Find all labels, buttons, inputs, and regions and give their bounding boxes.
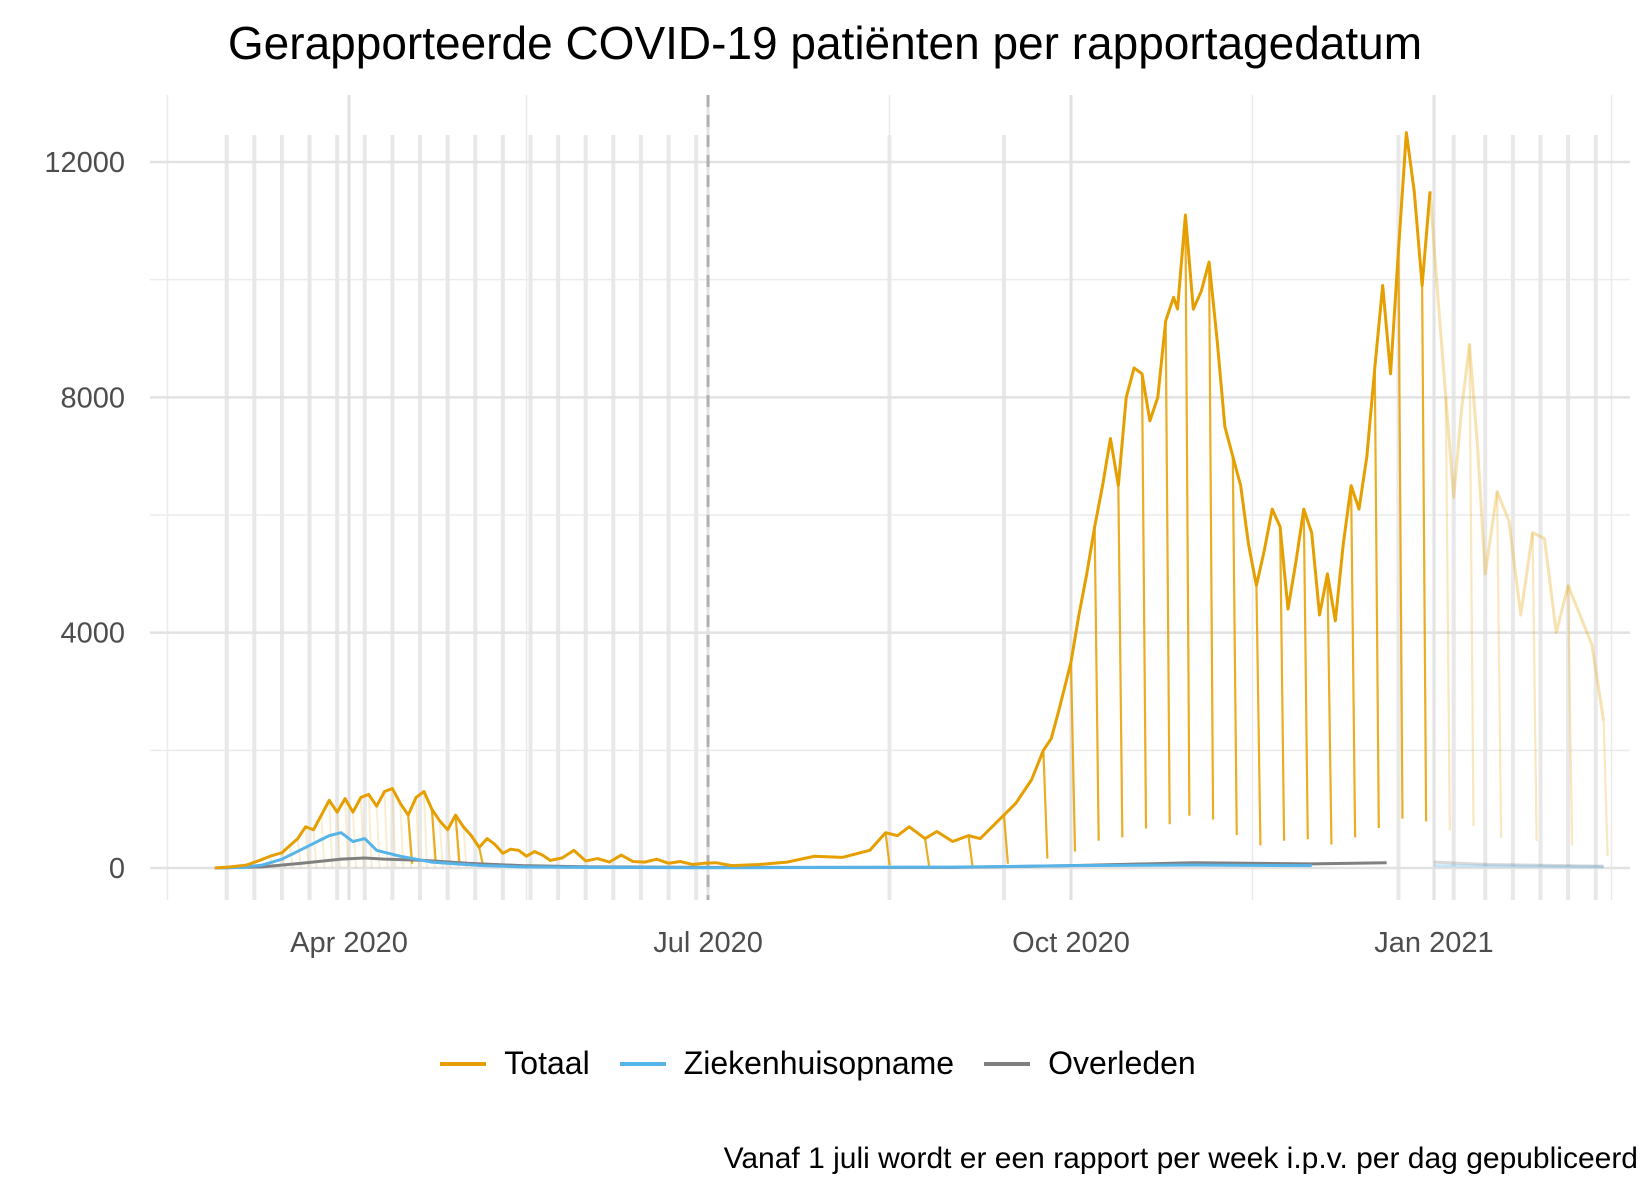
series-totaal-revision-drop xyxy=(1373,367,1380,829)
y-tick-label: 4000 xyxy=(60,618,125,650)
legend-item-ziekenhuisopname: Ziekenhuisopname xyxy=(619,1045,968,1082)
x-axis-ticks: Apr 2020 Jul 2020 Oct 2020 Jan 2021 xyxy=(290,927,1493,959)
series-totaal-revision-drop xyxy=(1350,485,1357,838)
series-totaal-revision-drop xyxy=(1207,262,1215,820)
y-tick-label: 0 xyxy=(109,853,125,885)
chart-title: Gerapporteerde COVID-19 patiënten per ra… xyxy=(227,17,1423,69)
series-totaal-revision-drop xyxy=(430,809,437,864)
series-totaal-revision-drop xyxy=(1002,814,1010,864)
series-totaal-revision-drop xyxy=(1468,344,1475,827)
series-totaal-revision-band xyxy=(344,798,350,869)
series-totaal-revision-band xyxy=(415,797,421,869)
grid-layer xyxy=(150,95,1630,900)
legend-key-totaal xyxy=(440,1061,487,1066)
legend-label-ziekenhuisopname: Ziekenhuisopname xyxy=(683,1045,955,1081)
y-tick-label: 12000 xyxy=(44,147,125,179)
y-axis-ticks: 0 4000 8000 12000 xyxy=(44,147,125,885)
legend-key-overleden xyxy=(984,1061,1031,1066)
series-totaal-revision-band xyxy=(454,814,460,869)
series-totaal-line xyxy=(214,131,1432,870)
series-totaal-revision-drop xyxy=(884,832,891,866)
series-totaal-revision-band xyxy=(422,791,428,869)
y-tick-label: 8000 xyxy=(60,382,125,414)
series-totaal-revision-drop xyxy=(1495,491,1503,838)
series-layer xyxy=(214,131,1606,870)
series-totaal-revision-drop xyxy=(1531,532,1538,842)
legend: Totaal Ziekenhuisopname Overleden xyxy=(0,1045,1650,1082)
series-totaal-revision-drop xyxy=(1164,320,1171,825)
legend-label-totaal: Totaal xyxy=(504,1045,590,1081)
series-totaal-revision-band xyxy=(320,814,326,869)
series-totaal-line-preliminary xyxy=(1428,191,1606,722)
series-totaal-revision-drop xyxy=(1444,397,1451,831)
series-totaal-revision-drop xyxy=(923,838,931,866)
series-totaal-revision-drop xyxy=(1069,662,1077,852)
series-ziekenhuisopname-line-preliminary xyxy=(1433,864,1604,869)
series-totaal-revision-band xyxy=(367,794,373,869)
series-totaal-revision-drop xyxy=(1042,750,1049,859)
series-totaal-revision-drop xyxy=(1602,720,1609,857)
series-overleden-line-preliminary xyxy=(1433,860,1604,868)
series-totaal-revision-drop xyxy=(1567,585,1574,846)
series-totaal-revision-drop xyxy=(1184,214,1191,816)
legend-key-ziekenhuisopname xyxy=(619,1061,666,1066)
revision-fan-layer xyxy=(269,214,1609,869)
legend-item-overleden: Overleden xyxy=(984,1045,1210,1082)
series-totaal-revision-drop xyxy=(1326,573,1333,845)
x-tick-label: Apr 2020 xyxy=(290,927,408,959)
series-totaal-revision-drop xyxy=(1255,585,1262,846)
series-totaal-revision-drop xyxy=(1397,250,1404,819)
x-tick-label: Oct 2020 xyxy=(1012,927,1130,959)
series-totaal-revision-drop xyxy=(1279,526,1286,841)
series-totaal-revision-drop xyxy=(1140,373,1148,829)
legend-item-totaal: Totaal xyxy=(440,1045,603,1082)
series-ziekenhuisopname-line xyxy=(214,831,1312,870)
series-totaal-revision-drop xyxy=(1231,456,1238,836)
x-tick-label: Jan 2021 xyxy=(1374,927,1493,959)
series-totaal-revision-band xyxy=(383,791,389,869)
series-totaal-revision-drop xyxy=(1117,485,1124,838)
series-totaal-revision-drop xyxy=(1093,526,1100,841)
series-totaal-revision-band xyxy=(462,826,468,869)
series-totaal-revision-drop xyxy=(1421,285,1428,822)
legend-label-overleden: Overleden xyxy=(1048,1045,1196,1081)
x-tick-label: Jul 2020 xyxy=(653,927,763,959)
series-totaal-revision-drop xyxy=(1302,509,1309,840)
series-totaal-revision-band xyxy=(430,809,436,869)
series-totaal-revision-drop xyxy=(454,814,461,864)
series-totaal-revision-band xyxy=(359,797,365,869)
series-totaal-revision-drop xyxy=(407,814,414,864)
series-totaal-revision-drop xyxy=(967,835,974,866)
chart-caption: Vanaf 1 juli wordt er een rapport per we… xyxy=(723,1142,1638,1175)
